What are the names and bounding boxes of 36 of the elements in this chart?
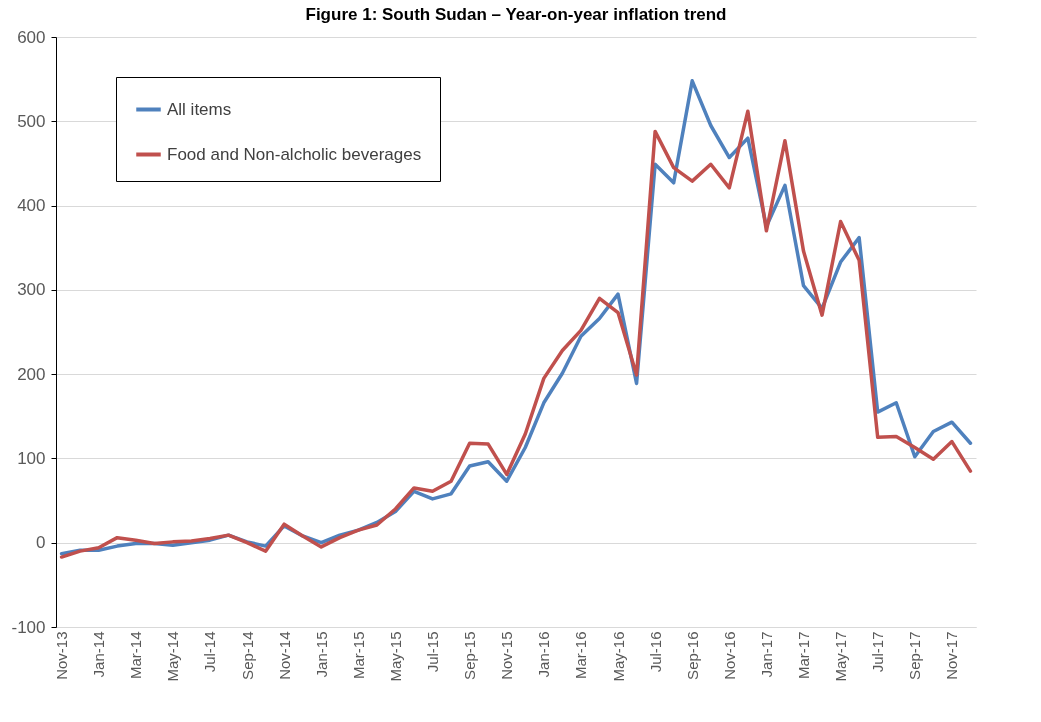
x-tick-label: Jul-16: [646, 631, 664, 673]
x-tick-label: Sep-17: [906, 631, 924, 680]
y-tick-label: 300: [17, 280, 46, 300]
x-tick-label: Sep-15: [461, 631, 479, 680]
x-tick-label: Nov-14: [275, 631, 293, 680]
x-tick-label: Mar-14: [127, 631, 145, 680]
x-tick-label: Jul-15: [424, 631, 442, 673]
y-tick-label: 500: [17, 111, 46, 131]
x-tick-label: Mar-16: [572, 631, 590, 680]
x-tick-label: Jul-17: [869, 631, 887, 673]
y-tick-label: 600: [17, 27, 46, 47]
x-tick-label: May-14: [164, 631, 182, 682]
legend-label: All items: [167, 99, 232, 119]
x-tick-label: Sep-16: [683, 631, 701, 680]
x-tick-label: May-17: [832, 631, 850, 682]
x-tick-label: Jan-17: [757, 631, 775, 678]
x-tick-label: Jan-15: [312, 631, 330, 678]
y-tick-label: 400: [17, 196, 46, 216]
x-tick-label: Mar-15: [349, 631, 367, 680]
x-tick-label: Jan-14: [90, 631, 108, 678]
x-tick-label: Mar-17: [795, 631, 812, 680]
y-tick-label: 100: [17, 448, 46, 468]
x-tick-label: May-16: [609, 631, 627, 682]
x-tick-label: Nov-17: [943, 631, 961, 680]
x-tick-label: Sep-14: [238, 631, 256, 680]
x-tick-label: May-15: [386, 631, 404, 682]
x-tick-label: Nov-15: [498, 631, 516, 680]
chart-title: Figure 1: South Sudan – Year-on-year inflation trend: [305, 5, 727, 24]
x-tick-label: Jul-14: [201, 631, 219, 673]
x-tick-label: Nov-13: [53, 631, 71, 680]
x-tick-label: Nov-16: [720, 631, 738, 680]
x-tick-label: Jan-16: [535, 631, 553, 678]
y-tick-label: -100: [11, 617, 46, 637]
y-tick-label: 200: [17, 364, 46, 384]
y-tick-label: 0: [36, 533, 46, 553]
legend-label: Food and Non-alcholic beverages: [167, 144, 422, 164]
